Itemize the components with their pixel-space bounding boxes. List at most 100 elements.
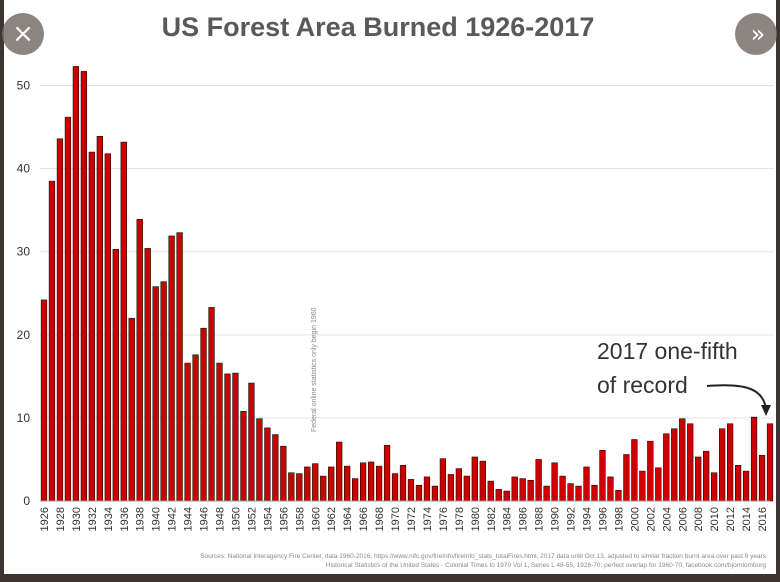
bar-1978 [455, 468, 462, 502]
bar-1964 [344, 465, 351, 502]
bar-1941 [160, 281, 167, 502]
x-tick-label: 1980 [470, 507, 482, 531]
x-tick-label: 1962 [326, 507, 338, 531]
bar-1958 [296, 473, 303, 502]
bar-1934 [104, 153, 111, 502]
bar-2009 [703, 450, 710, 502]
x-tick-label: 1932 [87, 507, 99, 531]
annotation-line1: 2017 one-fifth [597, 338, 738, 364]
x-tick-label: 1960 [310, 507, 322, 531]
bar-2017 [766, 423, 774, 502]
bar-1956 [280, 445, 287, 502]
bar-1940 [152, 286, 159, 502]
bar-1938 [136, 219, 143, 502]
bar-2010 [711, 472, 718, 502]
x-tick-label: 1938 [135, 507, 147, 531]
y-tick-label: 50 [17, 79, 31, 93]
x-tick-label: 2010 [709, 507, 721, 531]
bar-1971 [399, 465, 407, 502]
x-axis-ticks: 1926 1928 1930 1932 1934 1936 1938 1940 1942 1944… [39, 507, 769, 531]
x-tick-label: 1992 [566, 507, 578, 531]
x-tick-label: 1986 [518, 507, 530, 531]
bar-1935 [112, 248, 119, 502]
bar-1961 [320, 475, 327, 502]
bar-2007 [687, 423, 694, 502]
bar-1950 [232, 372, 239, 502]
bar-2000 [631, 439, 638, 502]
bar-1997 [607, 476, 614, 502]
bar-1927 [48, 180, 56, 502]
bar-1982 [487, 480, 494, 502]
x-tick-label: 1982 [486, 507, 498, 531]
x-tick-label: 2002 [645, 507, 657, 531]
x-tick-label: 1934 [103, 507, 115, 531]
bar-1996 [599, 450, 606, 502]
bar-1988 [535, 459, 542, 502]
bar-1983 [495, 489, 502, 502]
bar-1998 [615, 489, 622, 502]
bar-1937 [128, 317, 135, 502]
bar-1929 [64, 116, 72, 502]
bar-2016 [758, 455, 766, 502]
x-tick-label: 1954 [262, 507, 274, 531]
x-tick-label: 1936 [119, 507, 131, 531]
bar-1947 [208, 307, 215, 502]
bar-1955 [272, 434, 279, 502]
bar-2013 [734, 465, 742, 502]
bar-1985 [511, 476, 518, 502]
x-tick-label: 1942 [167, 507, 179, 531]
bar-1984 [503, 490, 510, 502]
bar-1933 [96, 135, 103, 502]
chart-title: US Forest Area Burned 1926-2017 [162, 12, 595, 42]
bar-1953 [256, 418, 263, 502]
bar-1931 [80, 71, 88, 502]
x-tick-label: 1928 [55, 507, 67, 531]
bar-1952 [248, 382, 255, 502]
bar-1973 [415, 484, 423, 502]
bar-1959 [304, 466, 311, 502]
bar-2015 [750, 416, 758, 502]
bar-1990 [551, 462, 558, 502]
bar-1928 [56, 138, 64, 502]
bar-2012 [726, 423, 734, 502]
x-tick-label: 1998 [613, 507, 625, 531]
bar-1970 [391, 473, 399, 502]
x-tick-label: 1944 [183, 507, 195, 531]
x-tick-label: 2016 [757, 507, 769, 531]
y-tick-label: 40 [17, 162, 31, 176]
bar-1932 [88, 151, 95, 502]
x-tick-label: 1940 [151, 507, 163, 531]
y-tick-label: 0 [23, 494, 30, 508]
bar-2006 [679, 418, 686, 502]
x-tick-label: 1994 [582, 507, 594, 531]
bar-1987 [527, 479, 534, 502]
annotation-arrowhead [761, 405, 771, 416]
x-tick-label: 1952 [246, 507, 258, 531]
bar-1949 [224, 373, 231, 502]
close-icon: × [12, 19, 34, 49]
bar-1962 [328, 466, 335, 502]
bar-2003 [655, 467, 662, 502]
bar-1954 [264, 427, 271, 502]
bar-2004 [663, 433, 670, 502]
x-tick-label: 2014 [741, 507, 753, 531]
bar-1945 [192, 354, 199, 502]
x-tick-label: 2004 [661, 507, 673, 531]
annotation-line2: of record [597, 372, 688, 398]
y-tick-label: 20 [17, 328, 31, 342]
next-button[interactable]: » [735, 13, 777, 55]
bar-1989 [543, 485, 550, 502]
x-tick-label: 1964 [342, 507, 354, 531]
close-button[interactable]: × [2, 13, 44, 55]
bar-1974 [423, 476, 431, 502]
x-tick-label: 1958 [294, 507, 306, 531]
bar-1946 [200, 327, 207, 502]
bar-1969 [383, 445, 391, 502]
bar-1993 [575, 485, 582, 502]
bar-1960 [312, 463, 319, 502]
x-tick-label: 2008 [693, 507, 705, 531]
bar-1926 [40, 299, 48, 502]
y-tick-label: 30 [17, 245, 31, 259]
x-tick-label: 1970 [390, 507, 402, 531]
bar-1951 [240, 411, 247, 502]
